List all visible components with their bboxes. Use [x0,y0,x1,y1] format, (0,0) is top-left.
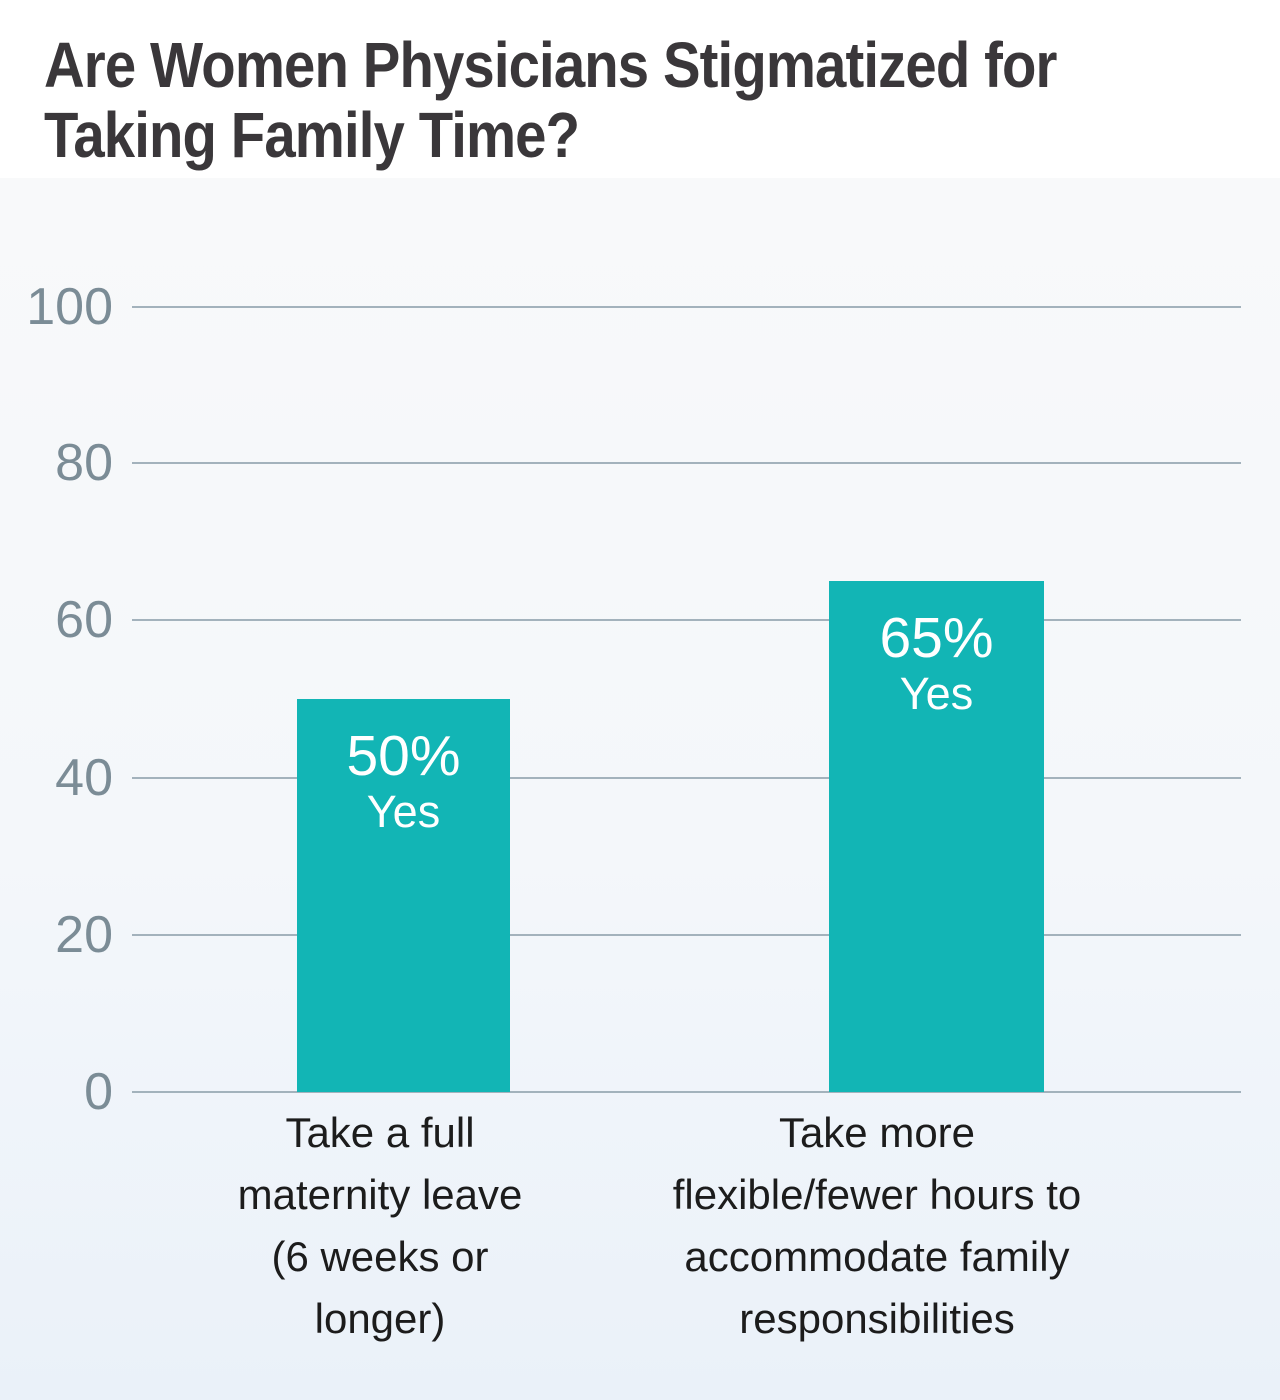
category-label-line: maternity leave [237,1171,523,1218]
category-label-line: Take a full [285,1109,475,1156]
y-tick-label-40: 40 [55,749,113,807]
bar-answer-label: Yes [366,786,441,837]
y-tick-label-80: 80 [55,434,113,492]
gridline-100 [132,306,1241,308]
gridline-0 [132,1091,1241,1093]
category-label-line: responsibilities [739,1295,1015,1342]
bar-full-maternity-leave: 50% Yes [297,699,510,1092]
bar-answer-label: Yes [899,668,974,719]
gridline-40 [132,777,1241,779]
category-label-line: longer) [314,1295,446,1342]
bar-flexible-fewer-hours: 65% Yes [829,581,1044,1092]
y-tick-label-20: 20 [55,906,113,964]
category-label-line: accommodate family [684,1233,1070,1280]
bar-label-group: 65% Yes [829,581,1044,719]
gridline-80 [132,462,1241,464]
bar-label-group: 50% Yes [297,699,510,837]
category-label-flexible-fewer-hours: Take more flexible/fewer hours to accomm… [592,1102,1162,1350]
gridline-20 [132,934,1241,936]
chart-title: Are Women Physicians Stigmatized for Tak… [44,30,1118,170]
category-label-line: flexible/fewer hours to [672,1171,1082,1218]
bar-value-label: 65% [879,606,994,670]
y-tick-label-0: 0 [84,1063,113,1121]
category-label-line: Take more [778,1109,976,1156]
chart-title-line-1: Are Women Physicians Stigmatized for [44,29,1057,101]
y-tick-label-100: 100 [26,278,113,336]
chart-panel-background [0,178,1280,1400]
chart-title-line-2: Taking Family Time? [44,99,580,171]
y-tick-label-60: 60 [55,591,113,649]
bar-value-label: 50% [346,724,461,788]
gridline-60 [132,619,1241,621]
category-label-line: (6 weeks or [271,1233,489,1280]
category-label-full-maternity-leave: Take a full maternity leave (6 weeks or … [150,1102,610,1350]
